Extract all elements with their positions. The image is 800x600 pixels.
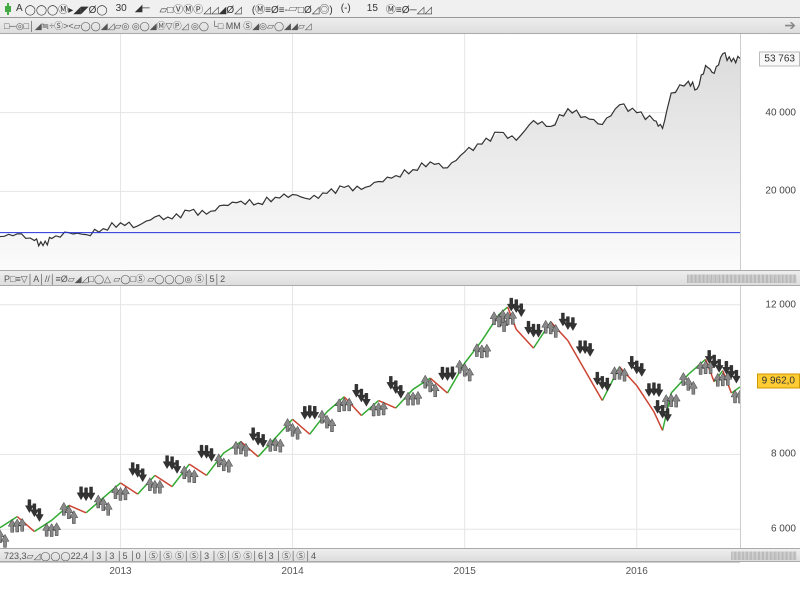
candle-icon <box>4 3 12 15</box>
arrow-right-icon[interactable]: ➔ <box>784 18 796 34</box>
upper-ytick: 40 000 <box>765 107 796 118</box>
xaxis-label: 2015 <box>454 566 476 577</box>
sub-toolbar-1[interactable]: □─◎□│◢≒÷Ⓢ><▱◯◯◢◿▱◎ ◎◯◢Ⓜ▽Ⓟ◿ ◎◯ └□ MM Ⓢ◢◎▱… <box>0 18 800 34</box>
bottom-info-bar: 723,3▱◿◯◯◯22,4 │3 │3 │5 │0 │Ⓢ│Ⓢ Ⓢ│Ⓢ│3 │Ⓢ… <box>0 548 800 562</box>
upper-yaxis: 53 763 20 000 40 000 <box>740 34 800 270</box>
toolbar-glyphs-4: (Ⓜ≡Ø≡-▱□Ø◿◎) <box>252 1 333 16</box>
lower-ytick: 8 000 <box>771 449 796 460</box>
xaxis-label: 2014 <box>281 566 303 577</box>
barcode-strip-2-icon: ||||||||||||||||||||||||||||||||||||||||… <box>730 550 796 560</box>
upper-chart-area: 53 763 20 000 40 000 <box>0 34 800 270</box>
interval-15[interactable]: 15 <box>367 3 378 14</box>
xaxis-label: 2013 <box>109 566 131 577</box>
upper-plot[interactable] <box>0 34 740 270</box>
interval-30[interactable]: 30 <box>116 3 127 14</box>
lower-current-price: 9 962,0 <box>757 373 800 388</box>
toolbar-glyphs-1: ◯◯◯Ⓜ▸◢◤Ø◯ <box>25 1 108 16</box>
toolbar-glyphs-2: ◢─ <box>135 3 150 14</box>
upper-current-price: 53 763 <box>759 51 800 66</box>
x-axis: 2013 2014 2015 2016 <box>0 562 740 580</box>
xaxis-label: 2016 <box>626 566 648 577</box>
toolbar-glyphs-3: ▱□ⓋⓂⓅ◿◿◢Ø◿ <box>160 1 242 16</box>
toolbar-minus: (-) <box>341 3 351 14</box>
barcode-strip-icon: ||||||||||||||||||||||||||||||||||||||||… <box>686 273 796 283</box>
upper-ytick: 20 000 <box>765 186 796 197</box>
sub-toolbar-1-text: □─◎□│◢≒÷Ⓢ><▱◯◯◢◿▱◎ ◎◯◢Ⓜ▽Ⓟ◿ ◎◯ └□ MM Ⓢ◢◎▱… <box>4 19 312 32</box>
main-toolbar[interactable]: A ◯◯◯Ⓜ▸◢◤Ø◯ 30 ◢─ ▱□ⓋⓂⓅ◿◿◢Ø◿ (Ⓜ≡Ø≡-▱□Ø◿◎… <box>0 0 800 18</box>
sub-toolbar-2[interactable]: P□≡▽│A│//│≡Ø▱◢◿□◯△ ▱◯□Ⓢ ▱◯◯◯◎ Ⓢ│5│2 ||||… <box>0 270 800 286</box>
toolbar-glyphs-5: Ⓜ≡Ø─◿◿ <box>386 1 432 16</box>
lower-ytick: 6 000 <box>771 524 796 535</box>
lower-yaxis: 9 962,0 6 000 8 000 12 000 <box>740 286 800 548</box>
lower-chart-area: 9 962,0 6 000 8 000 12 000 <box>0 286 800 548</box>
sub-toolbar-2-text: P□≡▽│A│//│≡Ø▱◢◿□◯△ ▱◯□Ⓢ ▱◯◯◯◎ Ⓢ│5│2 <box>4 272 225 285</box>
lower-plot[interactable] <box>0 286 740 548</box>
lower-ytick: 12 000 <box>765 299 796 310</box>
bottom-bar-text: 723,3▱◿◯◯◯22,4 │3 │3 │5 │0 │Ⓢ│Ⓢ Ⓢ│Ⓢ│3 │Ⓢ… <box>4 549 316 562</box>
symbol-text: A <box>16 3 23 14</box>
